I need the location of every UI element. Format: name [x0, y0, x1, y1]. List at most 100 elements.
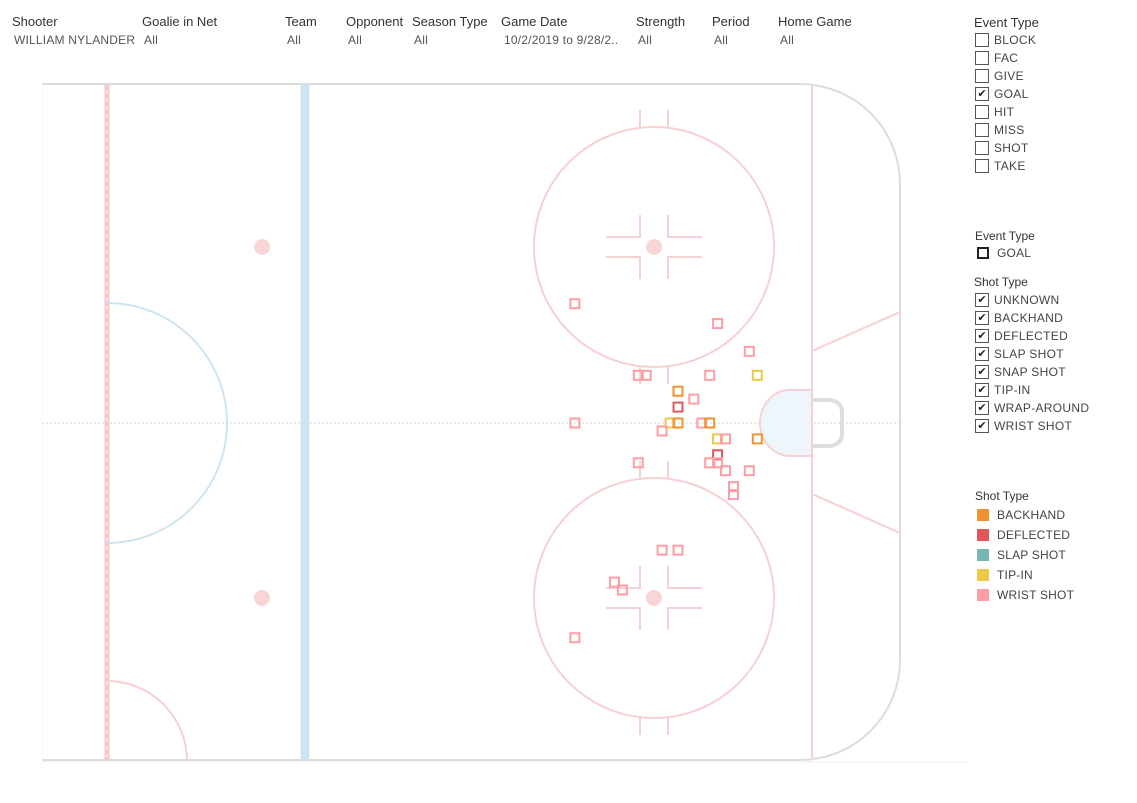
goal-marker-wrist-shot[interactable] — [712, 318, 724, 330]
filter-home-game[interactable]: Home Game All — [778, 14, 852, 47]
goal-marker-swatch — [977, 247, 989, 259]
shot-markers — [569, 298, 763, 644]
checkbox[interactable]: ✔ — [975, 383, 989, 397]
filter-goalie-in-net[interactable]: Goalie in Net All — [142, 14, 217, 47]
filter-value[interactable]: All — [287, 33, 301, 47]
shot-type-legend-title: Shot Type — [975, 489, 1029, 503]
goal-marker-wrist-shot[interactable] — [696, 417, 708, 429]
checkbox-label: TIP-IN — [994, 383, 1031, 397]
checkbox[interactable] — [975, 51, 989, 65]
referee-crease — [106, 680, 188, 762]
filter-team[interactable]: Team All — [285, 14, 317, 47]
shot-type-filter: Shot Type ✔ UNKNOWN ✔ BACKHAND ✔ DEFLECTED ✔ SL… — [973, 275, 1133, 435]
checkbox-label: TAKE — [994, 159, 1026, 173]
checkbox-label: WRAP-AROUND — [994, 401, 1090, 415]
goal-marker-wrist-shot[interactable] — [632, 457, 644, 469]
goal-marker-wrist-shot[interactable] — [743, 465, 755, 477]
event-type-option-give[interactable]: GIVE — [973, 67, 1133, 85]
filter-label: Opponent — [346, 14, 404, 29]
filter-shooter[interactable]: Shooter WILLIAM NYLANDER — [12, 14, 135, 47]
checkbox[interactable]: ✔ — [975, 347, 989, 361]
filter-value[interactable]: All — [638, 33, 652, 47]
shot-type-option-wrist-shot[interactable]: ✔ WRIST SHOT — [973, 417, 1133, 435]
shot-type-option-slap-shot[interactable]: ✔ SLAP SHOT — [973, 345, 1133, 363]
filter-game-date[interactable]: Game Date 10/2/2019 to 9/28/2.. — [501, 14, 618, 47]
checkbox-label: WRIST SHOT — [994, 419, 1073, 433]
checkbox[interactable]: ✔ — [975, 293, 989, 307]
event-type-option-take[interactable]: TAKE — [973, 157, 1133, 175]
goal-marker-wrist-shot[interactable] — [712, 457, 724, 469]
goal-marker-wrist-shot[interactable] — [672, 544, 684, 556]
legend-swatch — [977, 509, 989, 521]
filter-value[interactable]: All — [780, 33, 794, 47]
filter-value[interactable]: All — [348, 33, 362, 47]
goal-marker-deflected[interactable] — [672, 401, 684, 413]
checkbox[interactable] — [975, 159, 989, 173]
filter-opponent[interactable]: Opponent All — [346, 14, 403, 47]
event-type-option-goal[interactable]: ✔ GOAL — [973, 85, 1133, 103]
checkbox[interactable] — [975, 123, 989, 137]
filter-strength[interactable]: Strength All — [636, 14, 685, 47]
shot-type-option-deflected[interactable]: ✔ DEFLECTED — [973, 327, 1133, 345]
shot-type-option-unknown[interactable]: ✔ UNKNOWN — [973, 291, 1133, 309]
goal-marker-wrist-shot[interactable] — [720, 433, 731, 445]
goal-marker-wrist-shot[interactable] — [704, 369, 716, 381]
goal-marker-wrist-shot[interactable] — [656, 544, 668, 556]
checkbox[interactable] — [975, 105, 989, 119]
legend-label: DEFLECTED — [997, 528, 1071, 542]
goal-marker-wrist-shot[interactable] — [640, 369, 652, 381]
checkbox[interactable]: ✔ — [975, 311, 989, 325]
filter-value[interactable]: All — [414, 33, 428, 47]
goal-marker-wrist-shot[interactable] — [720, 465, 731, 477]
goal-marker-backhand[interactable] — [672, 417, 684, 429]
event-type-option-shot[interactable]: SHOT — [973, 139, 1133, 157]
goal-marker-wrist-shot[interactable] — [688, 393, 700, 405]
checkbox[interactable] — [975, 33, 989, 47]
filter-value[interactable]: All — [144, 33, 158, 47]
goal-marker-tip-in[interactable] — [751, 369, 763, 381]
shot-type-legend: Shot Type BACKHAND DEFLECTED SLAP SHOT TIP-… — [973, 489, 1133, 605]
goal-marker-wrist-shot[interactable] — [569, 417, 581, 429]
checkbox-label: GIVE — [994, 69, 1024, 83]
event-type-option-block[interactable]: BLOCK — [973, 31, 1133, 49]
checkbox-label: GOAL — [994, 87, 1029, 101]
event-type-option-hit[interactable]: HIT — [973, 103, 1133, 121]
goal-marker-backhand[interactable] — [751, 433, 763, 445]
checkbox[interactable] — [975, 141, 989, 155]
goal-marker-wrist-shot[interactable] — [609, 576, 620, 588]
goal-marker-backhand[interactable] — [704, 417, 716, 429]
goal-marker-wrist-shot[interactable] — [656, 425, 668, 437]
goal-marker-tip-in[interactable] — [712, 433, 724, 445]
filter-value[interactable]: 10/2/2019 to 9/28/2.. — [504, 33, 619, 47]
checkbox[interactable]: ✔ — [975, 365, 989, 379]
filter-label: Goalie in Net — [142, 14, 218, 29]
legend-swatch — [977, 549, 989, 561]
goal-marker-wrist-shot[interactable] — [632, 369, 644, 381]
goal-marker-wrist-shot[interactable] — [569, 632, 581, 644]
goal-marker-backhand[interactable] — [672, 385, 684, 397]
checkbox[interactable] — [975, 69, 989, 83]
checkbox[interactable]: ✔ — [975, 419, 989, 433]
checkbox[interactable]: ✔ — [975, 401, 989, 415]
filter-period[interactable]: Period All — [712, 14, 750, 47]
checkbox[interactable]: ✔ — [975, 87, 989, 101]
shot-type-option-tip-in[interactable]: ✔ TIP-IN — [973, 381, 1133, 399]
goal-marker-wrist-shot[interactable] — [569, 298, 581, 310]
shot-type-option-wrap-around[interactable]: ✔ WRAP-AROUND — [973, 399, 1133, 417]
shot-type-option-backhand[interactable]: ✔ BACKHAND — [973, 309, 1133, 327]
goal-marker-wrist-shot[interactable] — [704, 457, 716, 469]
trapezoid-line — [811, 493, 901, 534]
checkbox-label: DEFLECTED — [994, 329, 1069, 343]
event-type-option-fac[interactable]: FAC — [973, 49, 1133, 67]
filter-value[interactable]: WILLIAM NYLANDER — [14, 33, 136, 47]
event-type-option-miss[interactable]: MISS — [973, 121, 1133, 139]
goal-marker-wrist-shot[interactable] — [743, 345, 755, 357]
filter-season-type[interactable]: Season Type All — [412, 14, 488, 47]
rink-chart — [41, 83, 968, 763]
goal-marker-wrist-shot[interactable] — [616, 584, 628, 596]
checkbox[interactable]: ✔ — [975, 329, 989, 343]
filter-value[interactable]: All — [714, 33, 728, 47]
filter-label: Team — [285, 14, 317, 29]
goal-marker-wrist-shot[interactable] — [728, 489, 739, 501]
shot-type-option-snap-shot[interactable]: ✔ SNAP SHOT — [973, 363, 1133, 381]
